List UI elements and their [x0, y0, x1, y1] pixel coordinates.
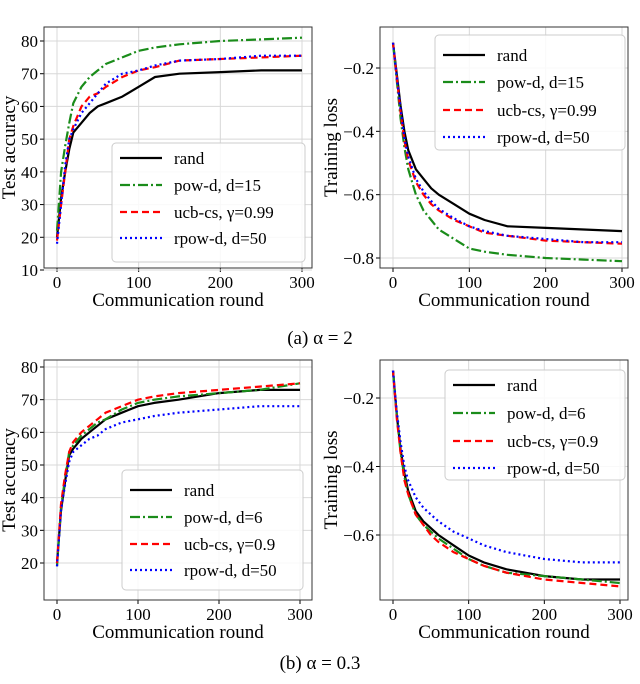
x-tick-label: 200 [532, 605, 558, 624]
y-tick-label: 50 [21, 130, 38, 149]
y-tick-label: −0.6 [343, 526, 374, 545]
legend-label-rpow: rpow-d, d=50 [174, 229, 267, 248]
axes-frame [379, 26, 629, 269]
y-tick-label: 20 [21, 228, 38, 247]
axes-frame [379, 359, 629, 601]
y-tick-label: −0.6 [343, 186, 374, 205]
legend-label-rpow: rpow-d, d=50 [184, 561, 277, 580]
x-axis-label: Communication round [92, 290, 264, 311]
y-axis-label: Training loss [321, 98, 342, 197]
x-tick-label: 200 [208, 273, 234, 292]
y-tick-label: 40 [21, 163, 38, 182]
legend-label-rand: rand [507, 376, 538, 395]
y-tick-label: −0.8 [343, 249, 374, 268]
x-tick-label: 200 [533, 273, 559, 292]
legend-label-rpow: rpow-d, d=50 [507, 459, 600, 478]
y-tick-label: 60 [21, 423, 38, 442]
legend-label-ucb: ucb-cs, γ=0.99 [497, 101, 597, 120]
x-tick-label: 0 [389, 273, 398, 292]
axes-frame [43, 359, 313, 601]
y-tick-label: 10 [21, 261, 38, 280]
subplot-1: 0 100 200 300 10 20 30 40 50 60 70 80 Communication … [0, 26, 315, 311]
y-tick-label: −0.4 [343, 458, 374, 477]
x-tick-label: 300 [609, 273, 635, 292]
x-tick-label: 100 [125, 605, 151, 624]
y-tick-label: −0.4 [343, 122, 374, 141]
series-line-rpow [55, 405, 300, 567]
subplot-4: 0 100 200 300 −0.2 −0.4 −0.6 Communication roun… [321, 359, 633, 643]
x-tick-label: 100 [126, 273, 152, 292]
y-tick-label: 60 [21, 97, 38, 116]
series-line-pow [55, 36, 303, 231]
legend-label-ucb: ucb-cs, γ=0.99 [174, 203, 274, 222]
series-line-ucb [391, 370, 621, 588]
y-tick-label: 20 [21, 554, 38, 573]
y-tick-label: 50 [21, 456, 38, 475]
y-tick-label: −0.2 [343, 59, 374, 78]
y-tick-label: −0.2 [343, 389, 374, 408]
legend-label-pow: pow-d, d=15 [497, 73, 584, 92]
y-tick-label: 70 [21, 65, 38, 84]
legend: rand pow-d, d=6 ucb-cs, γ=0.9 rpow-d, d=50 [444, 369, 626, 481]
legend-label-rand: rand [174, 149, 205, 168]
series-line-ucb [55, 382, 301, 564]
y-axis-label: Training loss [321, 430, 342, 529]
legend-label-rpow: rpow-d, d=50 [497, 128, 590, 147]
axes-frame [43, 26, 313, 269]
legend-label-pow: pow-d, d=6 [507, 404, 586, 423]
caption-a: (a) α = 2 [287, 328, 353, 349]
legend-label-ucb: ucb-cs, γ=0.9 [184, 535, 275, 554]
subplot-3: 0 100 200 300 20 30 40 50 60 70 80 Communication ro… [0, 358, 313, 643]
legend-label-ucb: ucb-cs, γ=0.9 [507, 432, 598, 451]
y-axis-label: Test accuracy [0, 95, 20, 199]
x-tick-label: 0 [389, 605, 398, 624]
legend: rand pow-d, d=6 ucb-cs, γ=0.9 rpow-d, d=50 [121, 469, 304, 591]
legend-box [444, 369, 626, 481]
x-axis-label: Communication round [418, 290, 590, 311]
legend-label-rand: rand [184, 481, 215, 500]
x-tick-label: 0 [53, 605, 62, 624]
y-tick-label: 80 [21, 358, 38, 377]
y-tick-label: 30 [21, 521, 38, 540]
x-tick-label: 200 [206, 605, 232, 624]
y-axis-label: Test accuracy [0, 428, 20, 532]
y-tick-label: 80 [21, 32, 38, 51]
x-tick-label: 300 [607, 605, 633, 624]
legend-label-rand: rand [497, 46, 528, 65]
legend-box [111, 142, 306, 263]
subplot-2: 0 100 200 300 −0.2 −0.4 −0.6 −0.8 Communication … [321, 26, 635, 311]
legend-box [121, 469, 304, 591]
x-tick-label: 300 [289, 273, 315, 292]
legend: rand pow-d, d=15 ucb-cs, γ=0.99 rpow-d, d=5… [111, 142, 306, 263]
x-axis-label: Communication round [92, 622, 264, 643]
legend-label-pow: pow-d, d=15 [174, 176, 261, 195]
y-tick-label: 40 [21, 489, 38, 508]
series-line-rpow [391, 42, 622, 244]
y-tick-label: 70 [21, 391, 38, 410]
y-tick-label: 30 [21, 196, 38, 215]
caption-b: (b) α = 0.3 [279, 653, 361, 674]
x-tick-label: 0 [53, 273, 62, 292]
x-tick-label: 100 [457, 273, 483, 292]
legend-box [434, 34, 626, 151]
x-tick-label: 300 [287, 605, 313, 624]
legend: rand pow-d, d=15 ucb-cs, γ=0.99 rpow-d, d=5… [434, 34, 626, 151]
series-line-rpow [55, 54, 302, 244]
x-axis-label: Communication round [418, 622, 590, 643]
legend-label-pow: pow-d, d=6 [184, 508, 263, 527]
x-tick-label: 100 [456, 605, 482, 624]
